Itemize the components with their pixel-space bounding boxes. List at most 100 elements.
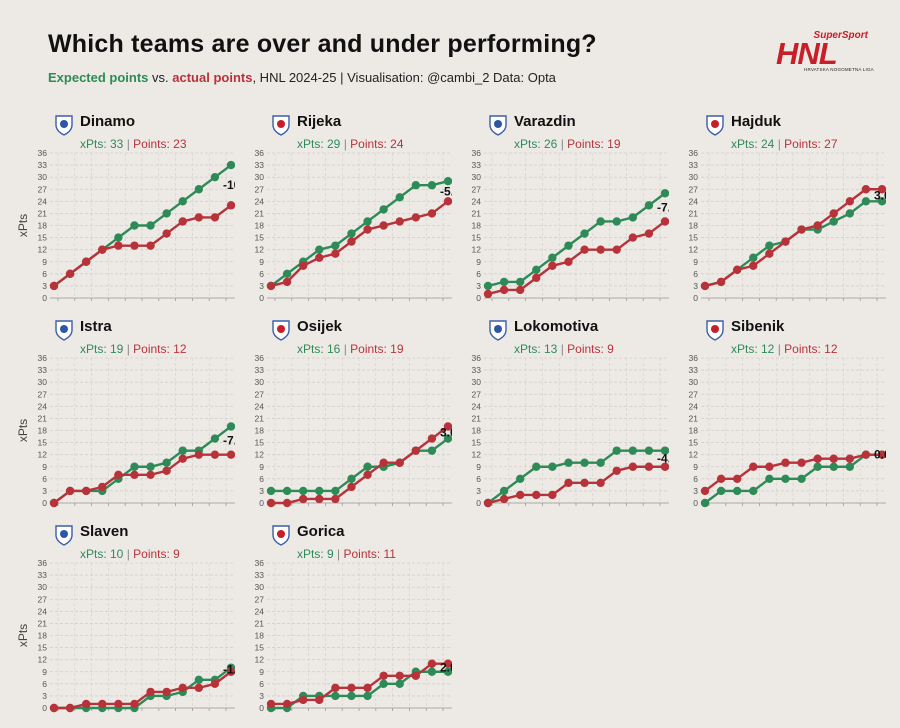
team-stats-osijek: xPts: 16 | Points: 19 (297, 342, 404, 356)
y-tick-label: 3 (42, 691, 47, 701)
actual-osijek-point (443, 422, 452, 431)
actual-istra-point (210, 450, 220, 459)
y-tick-label: 33 (255, 570, 265, 580)
y-tick-label: 15 (38, 438, 48, 448)
stats-separator: | (340, 137, 351, 151)
actual-lokomotiva-point (628, 462, 638, 471)
expected-dinamo-point (162, 209, 171, 218)
actual-hajduk-point (700, 281, 710, 291)
rijeka-crest-icon (272, 115, 290, 136)
y-tick-label: 3 (259, 486, 264, 496)
y-tick-label: 15 (38, 643, 48, 653)
actual-gorica-point (282, 699, 292, 709)
expected-osijek-point (363, 462, 372, 471)
y-tick-label: 36 (689, 353, 699, 363)
expected-lokomotiva-point (564, 458, 573, 467)
y-tick-label: 0 (693, 498, 698, 508)
actual-sibenik-point (845, 454, 855, 463)
lokomotiva-crest-icon (489, 320, 507, 341)
y-tick-label: 21 (472, 413, 482, 423)
actual-rijeka-line (270, 200, 449, 288)
y-tick-label: 18 (38, 221, 48, 231)
actual-slaven-point (114, 699, 123, 709)
expected-dinamo-point (226, 160, 235, 170)
expected-varazdin-line (487, 192, 666, 288)
y-tick-label: 18 (38, 631, 48, 641)
y-tick-label: 21 (38, 208, 48, 218)
y-tick-label: 24 (255, 401, 265, 411)
y-tick-label: 9 (476, 462, 481, 472)
expected-lokomotiva-point (596, 458, 605, 467)
sibenik-crest-icon (706, 320, 724, 341)
actual-sibenik-point (700, 486, 710, 496)
y-tick-label: 12 (472, 450, 482, 460)
actual-lokomotiva-point (660, 462, 669, 471)
actual-sibenik-point (813, 454, 822, 463)
team-name-gorica: Gorica (297, 523, 345, 540)
osijek-crest-icon (272, 320, 290, 341)
actual-rijeka-point (315, 253, 324, 262)
y-tick-label: 18 (38, 426, 48, 436)
diff-label-osijek: 3.0 (440, 426, 452, 440)
actual-istra-point (178, 454, 187, 463)
expected-sibenik-point (845, 462, 855, 471)
y-tick-label: 9 (259, 257, 264, 267)
actual-varazdin-point (628, 233, 638, 242)
points-value-rijeka: Points: 24 (350, 137, 404, 151)
y-tick-label: 12 (38, 655, 48, 665)
actual-istra-point (81, 486, 91, 496)
actual-osijek-point (427, 434, 437, 443)
team-stats-slaven: xPts: 10 | Points: 9 (80, 547, 180, 561)
team-name-dinamo: Dinamo (80, 113, 136, 130)
diff-label-gorica: 2.0 (440, 661, 452, 675)
y-tick-label: 9 (259, 667, 264, 677)
xpts-value-osijek: xPts: 16 (297, 342, 341, 356)
points-value-osijek: Points: 19 (350, 342, 404, 356)
y-tick-label: 18 (255, 426, 265, 436)
actual-slaven-point (162, 687, 171, 697)
y-tick-label: 36 (38, 353, 48, 363)
team-stats-dinamo: xPts: 33 | Points: 23 (80, 137, 187, 151)
actual-varazdin-point (660, 217, 669, 226)
y-tick-label: 6 (693, 269, 698, 279)
expected-varazdin-point (483, 281, 493, 291)
points-value-hajduk: Points: 27 (784, 137, 838, 151)
expected-varazdin-point (644, 201, 654, 210)
expected-sibenik-point (797, 474, 806, 484)
actual-rijeka-point (379, 221, 388, 230)
logo-brand: SuperSport (813, 30, 868, 41)
actual-gorica-point (411, 671, 421, 680)
y-tick-label: 36 (38, 148, 48, 158)
y-tick-label: 33 (689, 160, 699, 170)
team-stats-rijeka: xPts: 29 | Points: 24 (297, 137, 404, 151)
expected-rijeka-point (395, 193, 404, 202)
expected-varazdin-point (628, 213, 638, 222)
y-tick-label: 0 (693, 293, 698, 303)
actual-hajduk-point (829, 209, 838, 218)
chart-title: Which teams are over and under performin… (48, 30, 597, 58)
stats-separator: | (333, 547, 344, 561)
y-tick-label: 24 (472, 401, 482, 411)
team-name-slaven: Slaven (80, 523, 129, 540)
y-tick-label: 18 (255, 221, 265, 231)
actual-dinamo-point (130, 241, 139, 250)
expected-sibenik-point (749, 486, 758, 496)
actual-sibenik-point (797, 458, 806, 467)
expected-varazdin-point (660, 189, 669, 198)
y-tick-label: 3 (42, 281, 47, 291)
expected-rijeka-point (379, 205, 388, 214)
xpts-value-gorica: xPts: 9 (297, 547, 334, 561)
actual-rijeka-point (443, 197, 452, 206)
actual-rijeka-point (331, 249, 340, 258)
y-tick-label: 30 (689, 377, 699, 387)
xpts-value-sibenik: xPts: 12 (731, 342, 775, 356)
expected-lokomotiva-point (660, 446, 669, 455)
y-tick-label: 18 (689, 426, 699, 436)
actual-varazdin-point (596, 245, 605, 254)
y-tick-label: 0 (42, 293, 47, 303)
expected-rijeka-point (347, 229, 356, 238)
actual-varazdin-point (548, 261, 557, 270)
team-stats-hajduk: xPts: 24 | Points: 27 (731, 137, 838, 151)
